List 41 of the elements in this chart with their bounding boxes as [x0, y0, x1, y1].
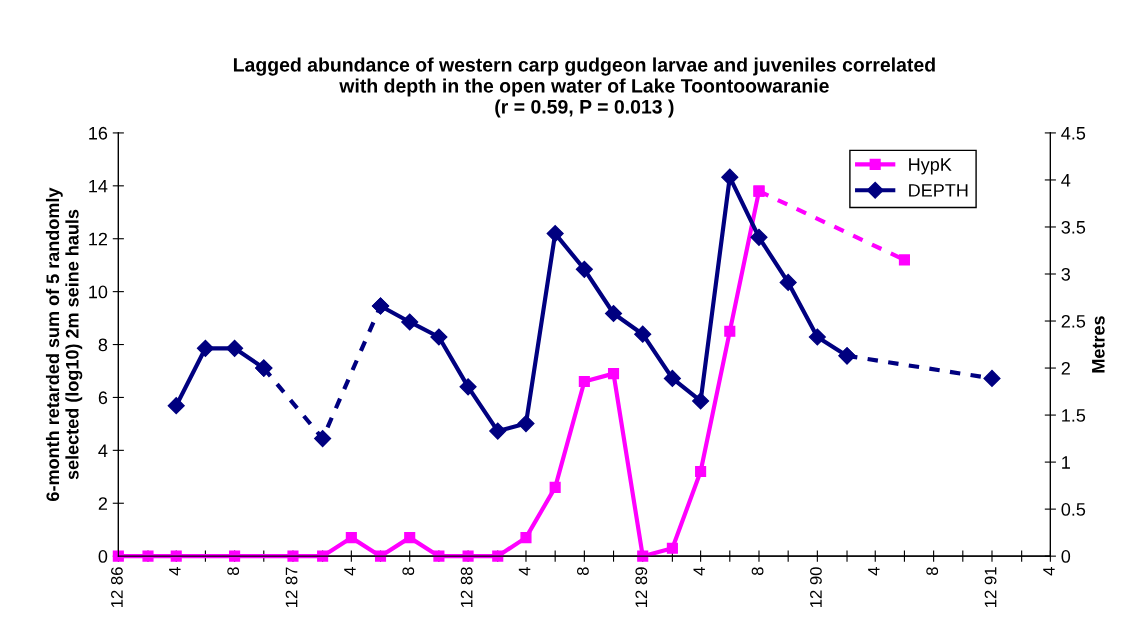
y-tick-label: 6 — [98, 391, 108, 405]
y2-tick-label: 0.5 — [1061, 503, 1086, 516]
y2-tick-label: 2 — [1061, 361, 1070, 375]
y2-tick-label: 4.5 — [1061, 127, 1086, 140]
x-tick-label: 4 — [169, 567, 181, 576]
y2-tick-label: 3.5 — [1061, 220, 1086, 234]
x-tick-label: 12 86 — [111, 567, 123, 607]
y2-tick-label: 0 — [1061, 550, 1071, 563]
x-tick-label: 4 — [518, 567, 531, 576]
y-axis-title: 6-month retarded sum of 5 randomly selected (log10) 2m seine hauls — [45, 187, 83, 501]
y-tick-label: 0 — [98, 550, 108, 563]
legend-label: HypK — [909, 158, 952, 175]
x-tick-label: 12 87 — [285, 567, 298, 607]
x-tick-label: 12 90 — [810, 567, 822, 607]
x-tick-label: 4 — [868, 567, 880, 576]
x-tick-label: 8 — [926, 567, 939, 576]
x-tick-label: 4 — [693, 567, 705, 576]
chart-title: Lagged abundance of western carp gudgeon larvae and juveniles correlated with depth in the open water of Lake Toontoowaranie (r = 0.59, P = 0.013 ) — [233, 57, 935, 118]
x-tick-label: 4 — [344, 567, 356, 576]
y-tick-label: 4 — [98, 444, 108, 457]
y2-tick-label: 1 — [1062, 456, 1070, 469]
x-tick-label: 8 — [577, 567, 589, 576]
y-tick-label: 2 — [98, 497, 108, 510]
y-tick-label: 12 — [89, 232, 108, 246]
x-tick-label: 8 — [402, 567, 415, 576]
y2-tick-label: 1.5 — [1062, 409, 1086, 422]
legend-label: DEPTH — [909, 184, 968, 197]
y2-tick-label: 2.5 — [1061, 314, 1086, 328]
x-tick-label: 8 — [227, 567, 240, 576]
y2-axis-title: Metres — [1092, 316, 1105, 373]
x-tick-label: 12 89 — [635, 567, 648, 607]
x-tick-label: 8 — [751, 567, 764, 576]
y2-tick-label: 3 — [1061, 267, 1071, 281]
y2-tick-label: 4 — [1061, 174, 1071, 187]
y-tick-label: 14 — [89, 179, 108, 193]
y-tick-label: 10 — [89, 285, 108, 299]
x-tick-label: 12 91 — [984, 567, 997, 607]
y-tick-label: 8 — [98, 338, 108, 352]
y-tick-label: 16 — [89, 126, 108, 140]
x-tick-label: 12 88 — [460, 567, 473, 607]
x-tick-label: 4 — [1043, 567, 1055, 576]
